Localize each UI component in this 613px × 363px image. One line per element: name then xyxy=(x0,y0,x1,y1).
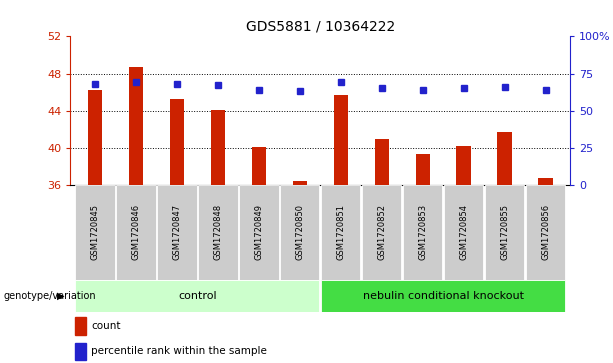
Bar xyxy=(170,99,184,185)
Bar xyxy=(211,110,225,185)
Bar xyxy=(497,132,512,185)
Bar xyxy=(457,146,471,185)
Bar xyxy=(333,95,348,185)
Bar xyxy=(198,185,238,280)
Text: nebulin conditional knockout: nebulin conditional knockout xyxy=(363,291,524,301)
Title: GDS5881 / 10364222: GDS5881 / 10364222 xyxy=(246,20,395,34)
Text: ▶: ▶ xyxy=(57,291,64,301)
Bar xyxy=(75,317,86,335)
Bar xyxy=(239,185,278,280)
Bar xyxy=(280,185,319,280)
Text: GSM1720852: GSM1720852 xyxy=(377,204,386,260)
Bar xyxy=(75,185,115,280)
Text: GSM1720855: GSM1720855 xyxy=(500,204,509,260)
Bar xyxy=(129,67,143,185)
Bar xyxy=(403,185,443,280)
Bar xyxy=(444,185,483,280)
Text: count: count xyxy=(91,321,121,331)
Text: GSM1720846: GSM1720846 xyxy=(132,204,140,260)
Bar xyxy=(526,185,565,280)
Text: GSM1720856: GSM1720856 xyxy=(541,204,550,260)
Bar xyxy=(538,178,553,185)
Text: GSM1720848: GSM1720848 xyxy=(213,204,223,260)
Text: GSM1720850: GSM1720850 xyxy=(295,204,304,260)
Text: percentile rank within the sample: percentile rank within the sample xyxy=(91,346,267,356)
Text: GSM1720847: GSM1720847 xyxy=(172,204,181,260)
Text: GSM1720851: GSM1720851 xyxy=(337,204,345,260)
Bar xyxy=(362,185,402,280)
Bar xyxy=(321,185,360,280)
Bar xyxy=(75,343,86,360)
Text: GSM1720849: GSM1720849 xyxy=(254,204,264,260)
Bar xyxy=(252,147,266,185)
Bar xyxy=(416,154,430,185)
Bar xyxy=(375,139,389,185)
Bar xyxy=(485,185,524,280)
Bar xyxy=(116,185,156,280)
Text: control: control xyxy=(178,291,217,301)
Bar xyxy=(88,90,102,185)
Bar xyxy=(321,280,565,312)
Bar xyxy=(158,185,197,280)
Text: GSM1720854: GSM1720854 xyxy=(459,204,468,260)
Text: genotype/variation: genotype/variation xyxy=(3,291,96,301)
Text: GSM1720853: GSM1720853 xyxy=(418,204,427,260)
Bar xyxy=(292,182,307,185)
Bar xyxy=(75,280,319,312)
Text: GSM1720845: GSM1720845 xyxy=(91,204,99,260)
